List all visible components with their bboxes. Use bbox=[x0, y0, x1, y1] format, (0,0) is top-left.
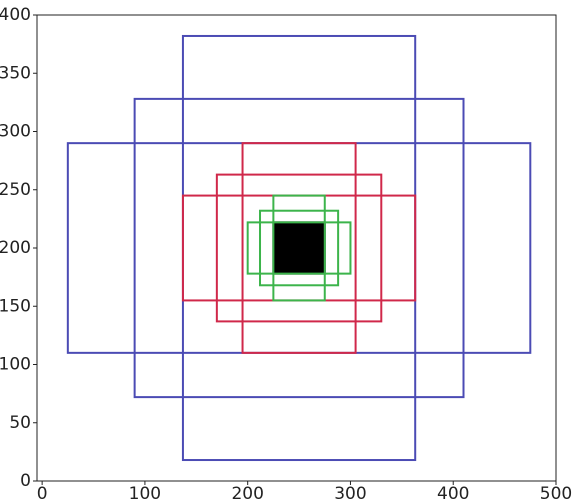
x-tick-label: 0 bbox=[37, 484, 48, 502]
x-tick-label: 500 bbox=[540, 484, 572, 502]
y-tick-label: 150 bbox=[0, 296, 31, 316]
y-tick-label: 50 bbox=[9, 413, 31, 433]
y-tick-label: 200 bbox=[0, 238, 31, 258]
x-tick-label: 300 bbox=[334, 484, 366, 502]
y-tick-label: 250 bbox=[0, 180, 31, 200]
x-tick-label: 100 bbox=[129, 484, 161, 502]
y-tick-label: 300 bbox=[0, 122, 31, 142]
y-tick-label: 100 bbox=[0, 355, 31, 375]
y-tick-label: 400 bbox=[0, 5, 31, 25]
y-tick-label: 350 bbox=[0, 63, 31, 83]
chart: 0 100 200 300 400 500 0 50 100 150 200 250 300 350 400 bbox=[0, 0, 584, 502]
x-tick-label: 200 bbox=[231, 484, 263, 502]
filled-box bbox=[273, 222, 324, 273]
x-tick-label: 400 bbox=[437, 484, 469, 502]
y-tick-label: 0 bbox=[20, 471, 31, 491]
